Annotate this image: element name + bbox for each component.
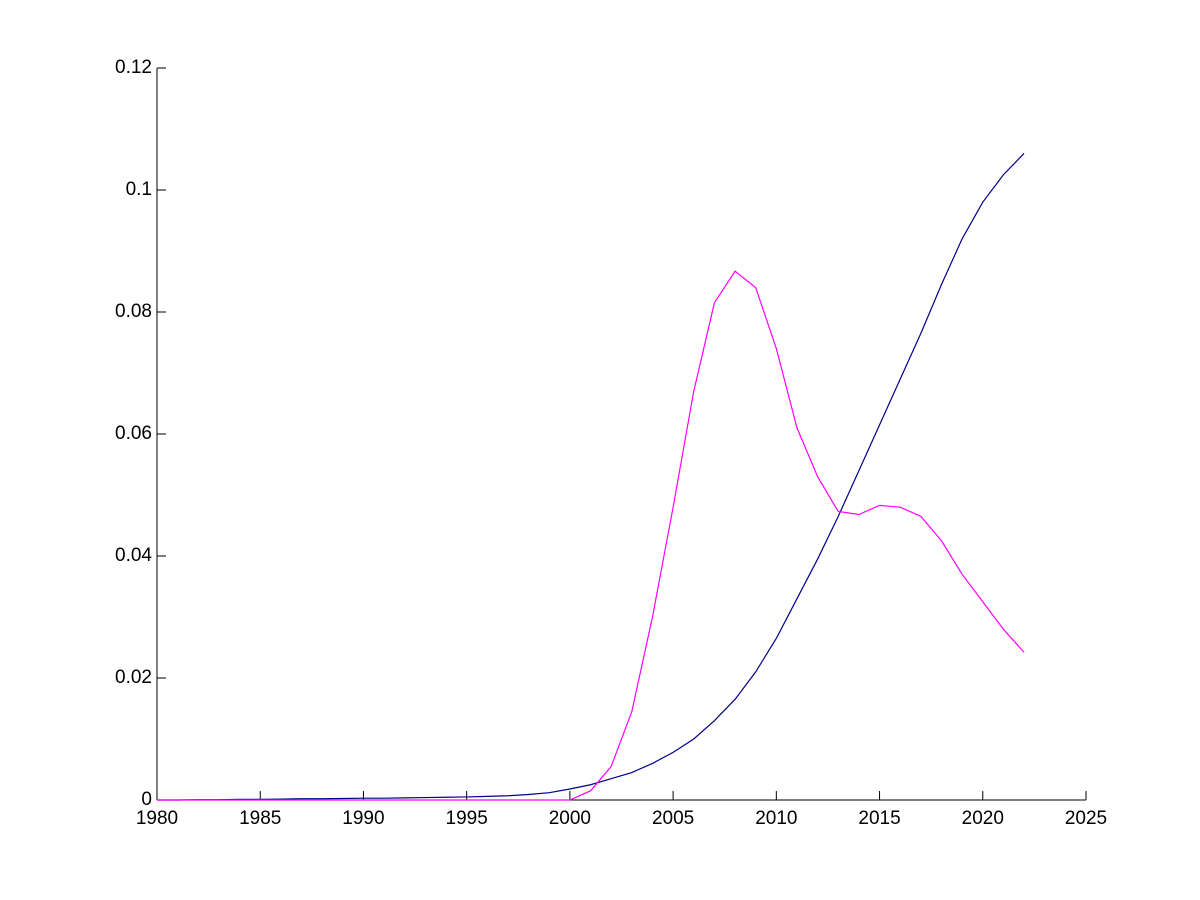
x-tick-label: 2020: [962, 808, 1004, 829]
y-tick-label: 0.04: [115, 545, 152, 566]
x-tick-label: 2000: [549, 808, 591, 829]
x-tick-label: 2025: [1065, 808, 1107, 829]
y-tick-label: 0.08: [115, 301, 152, 322]
y-tick-label: 0.02: [115, 667, 152, 688]
x-tick-label: 2005: [652, 808, 694, 829]
y-tick-label: 0.06: [115, 423, 152, 444]
y-tick-label: 0.12: [115, 57, 152, 78]
y-tick-label: 0: [141, 789, 152, 810]
y-tick-label: 0.1: [126, 179, 152, 200]
data-line: [157, 270, 1025, 801]
x-tick-label: 1980: [136, 808, 178, 829]
x-tick-label: 1990: [342, 808, 384, 829]
x-tick-label: 2010: [755, 808, 797, 829]
x-tick-label: 1985: [239, 808, 281, 829]
x-tick-label: 1995: [446, 808, 488, 829]
data-line: [157, 152, 1025, 801]
x-tick-label: 2015: [858, 808, 900, 829]
